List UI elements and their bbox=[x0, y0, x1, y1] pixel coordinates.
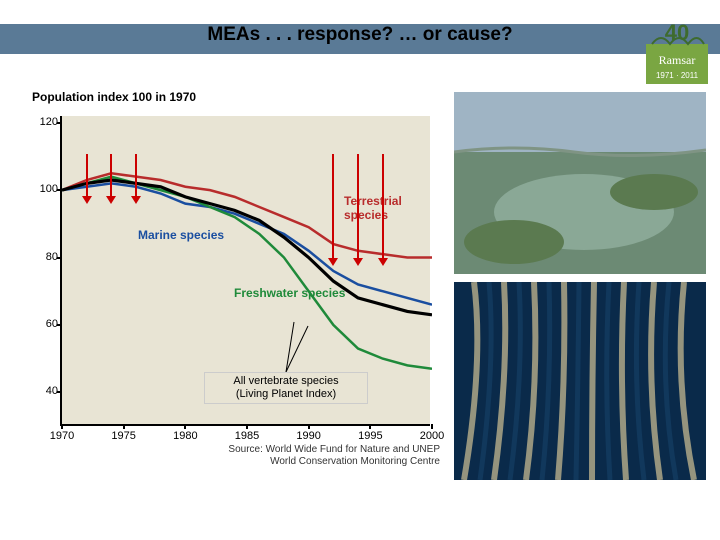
x-tick-mark bbox=[184, 424, 186, 429]
x-tick-label: 1970 bbox=[50, 430, 74, 442]
convention-arrow bbox=[135, 154, 137, 198]
wetland-aerial-image bbox=[454, 92, 706, 274]
x-tick-mark bbox=[246, 424, 248, 429]
y-tick-label: 120 bbox=[36, 116, 58, 128]
x-tick-label: 1985 bbox=[235, 430, 259, 442]
x-tick-label: 1975 bbox=[111, 430, 135, 442]
lpi-label-box: All vertebrate species (Living Planet In… bbox=[204, 372, 368, 404]
x-tick-mark bbox=[308, 424, 310, 429]
x-tick-label: 1995 bbox=[358, 430, 382, 442]
x-tick-mark bbox=[369, 424, 371, 429]
chart-subtitle: Population index 100 in 1970 bbox=[32, 90, 196, 104]
x-tick-label: 1980 bbox=[173, 430, 197, 442]
y-tick-label: 80 bbox=[36, 251, 58, 263]
y-tick-label: 60 bbox=[36, 318, 58, 330]
convention-arrow bbox=[86, 154, 88, 198]
series-label-marine: Marine species bbox=[138, 228, 224, 242]
x-tick-label: 1990 bbox=[296, 430, 320, 442]
chart-source: Source: World Wide Fund for Nature and U… bbox=[200, 444, 440, 468]
logo-years: 1971 · 2011 bbox=[656, 71, 699, 80]
y-tick-label: 100 bbox=[36, 183, 58, 195]
delta-satellite-image bbox=[454, 282, 706, 480]
x-tick-label: 2000 bbox=[420, 430, 444, 442]
slide-title: MEAs . . . response? … or cause? bbox=[0, 24, 720, 46]
population-index-chart: Population index 100 in 1970 Ramsar Conv… bbox=[22, 90, 440, 480]
convention-arrow bbox=[332, 154, 334, 260]
y-tick-mark bbox=[57, 257, 62, 259]
series-label-freshwater: Freshwater species bbox=[234, 286, 345, 300]
convention-arrow bbox=[382, 154, 384, 260]
y-tick-mark bbox=[57, 324, 62, 326]
y-tick-mark bbox=[57, 391, 62, 393]
convention-arrow bbox=[357, 154, 359, 260]
y-tick-mark bbox=[57, 189, 62, 191]
convention-arrow bbox=[110, 154, 112, 198]
y-tick-label: 40 bbox=[36, 385, 58, 397]
x-tick-mark bbox=[123, 424, 125, 429]
y-tick-mark bbox=[57, 122, 62, 124]
x-tick-mark bbox=[61, 424, 63, 429]
ramsar-40-logo: 40 Ramsar 1971 · 2011 bbox=[646, 14, 708, 84]
logo-name: Ramsar bbox=[659, 53, 696, 67]
chart-plot-area: All vertebrate species (Living Planet In… bbox=[60, 116, 430, 426]
x-tick-mark bbox=[431, 424, 433, 429]
